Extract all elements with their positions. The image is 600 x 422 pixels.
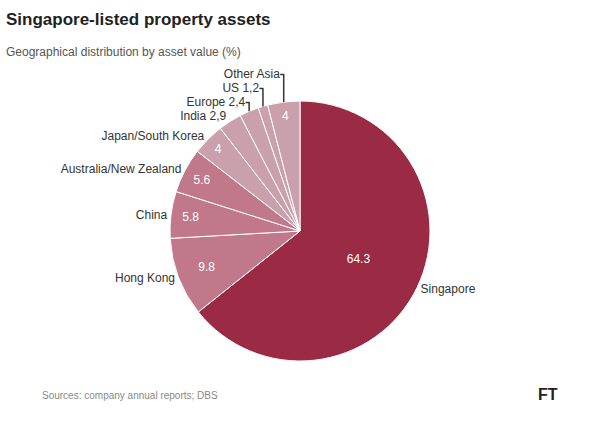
svg-text:Singapore: Singapore — [421, 282, 476, 296]
svg-text:5.6: 5.6 — [194, 173, 211, 187]
svg-text:9.8: 9.8 — [198, 260, 215, 274]
svg-text:FT: FT — [538, 386, 558, 403]
svg-text:64.3: 64.3 — [347, 252, 371, 266]
svg-text:Europe 2,4: Europe 2,4 — [187, 95, 246, 109]
svg-text:India 2,9: India 2,9 — [180, 109, 226, 123]
svg-text:4: 4 — [282, 109, 289, 123]
svg-text:Japan/South Korea: Japan/South Korea — [102, 129, 205, 143]
svg-text:Singapore-listed property asse: Singapore-listed property assets — [6, 10, 271, 29]
svg-text:5.8: 5.8 — [182, 210, 199, 224]
svg-text:Sources: company annual report: Sources: company annual reports; DBS — [42, 390, 218, 401]
svg-text:4: 4 — [215, 142, 222, 156]
svg-text:Australia/New Zealand: Australia/New Zealand — [61, 162, 182, 176]
svg-text:Hong Kong: Hong Kong — [115, 271, 175, 285]
svg-text:Geographical distribution by a: Geographical distribution by asset value… — [6, 45, 241, 59]
svg-text:US 1,2: US 1,2 — [222, 81, 259, 95]
svg-text:Other Asia: Other Asia — [224, 67, 280, 81]
svg-text:China: China — [136, 208, 168, 222]
